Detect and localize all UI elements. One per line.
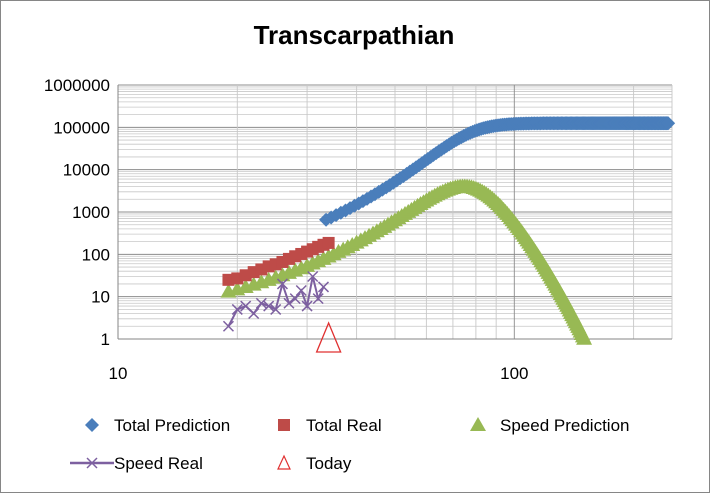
legend: Total Prediction Total Real Speed Predicti… <box>70 416 629 473</box>
y-tick-label: 1000 <box>72 203 110 222</box>
legend-marker <box>86 457 98 469</box>
legend-marker <box>278 419 290 431</box>
chart-title: Transcarpathian <box>253 20 455 50</box>
speed-real-point <box>301 300 313 312</box>
x-tick-label: 10 <box>109 364 128 383</box>
series-total-real <box>222 236 335 286</box>
y-tick-label: 10 <box>91 288 110 307</box>
series-speed-real <box>222 270 330 332</box>
speed-real-point <box>263 300 275 312</box>
speed-real-point <box>307 270 319 282</box>
speed-real-point <box>231 303 243 315</box>
legend-today: Today <box>277 454 352 473</box>
total-real-point <box>322 236 335 249</box>
legend-label: Speed Prediction <box>500 416 629 435</box>
legend-total-real: Total Real <box>278 416 382 435</box>
speed-prediction-point <box>576 330 593 345</box>
speed-real-point <box>289 293 301 305</box>
speed-real-point <box>276 278 288 290</box>
x-tick-label: 100 <box>500 364 528 383</box>
speed-real-point <box>295 284 307 297</box>
speed-real-point <box>312 293 324 305</box>
series-total-prediction <box>319 116 676 227</box>
y-tick-label: 1000000 <box>44 76 110 95</box>
legend-label: Speed Real <box>114 454 203 473</box>
legend-marker <box>85 418 99 432</box>
speed-real-point <box>222 320 234 332</box>
legend-speed-prediction: Speed Prediction <box>470 416 629 435</box>
speed-real-point <box>248 307 260 320</box>
series-today <box>315 321 342 353</box>
legend-label: Total Real <box>306 416 382 435</box>
legend-total-prediction: Total Prediction <box>85 416 230 435</box>
total-real-point <box>289 250 302 263</box>
series-speed-prediction <box>220 178 593 345</box>
y-tick-label: 10000 <box>63 161 110 180</box>
legend-label: Today <box>306 454 352 473</box>
speed-real-point <box>283 297 295 309</box>
legend-marker <box>277 454 291 470</box>
legend-label: Total Prediction <box>114 416 230 435</box>
axes: 1 10 100 1000 10000 100000 1000000 10 100 <box>44 76 672 383</box>
total-real-point <box>282 252 295 265</box>
speed-real-point <box>317 281 330 293</box>
legend-speed-real: Speed Real <box>70 454 203 473</box>
speed-real-point <box>270 303 282 315</box>
y-tick-label: 100 <box>82 245 110 264</box>
speed-real-point <box>255 297 267 309</box>
total-prediction-point <box>661 116 676 131</box>
grid <box>117 84 673 340</box>
y-tick-label: 100000 <box>53 118 110 137</box>
series-layer <box>220 116 676 353</box>
y-tick-label: 1 <box>101 330 110 349</box>
today-marker <box>315 321 342 353</box>
legend-marker <box>470 417 486 431</box>
